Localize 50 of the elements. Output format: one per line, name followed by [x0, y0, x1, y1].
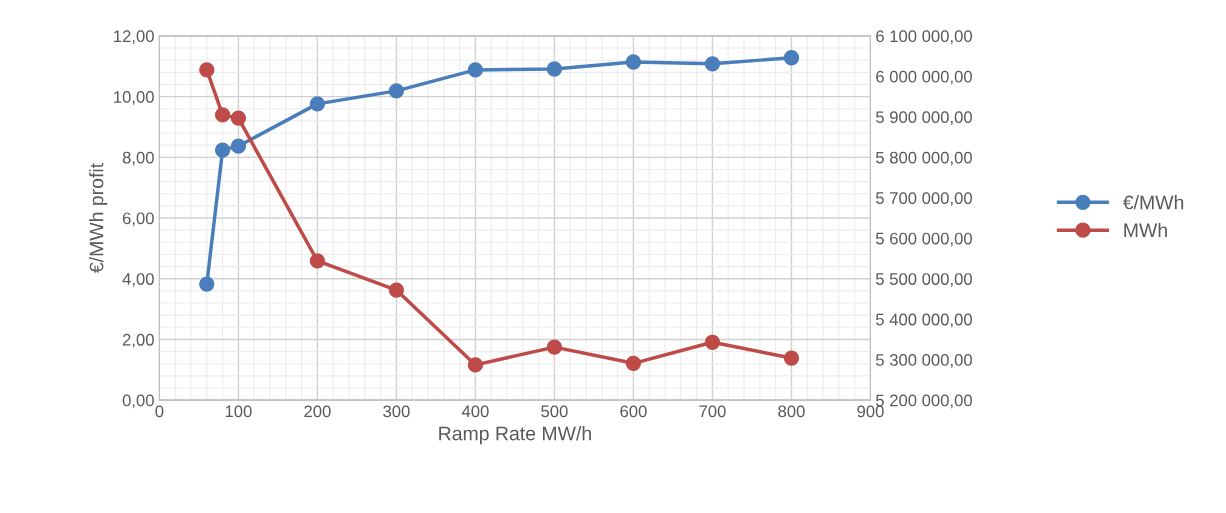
- y-tick-label: 8,00: [122, 151, 154, 166]
- point: [230, 138, 247, 154]
- point: [546, 61, 563, 77]
- y2-tick-label: 5 600 000,00: [875, 232, 972, 247]
- x-tick-label: 600: [620, 405, 647, 418]
- y-axis-title: €/MWh profit: [89, 163, 108, 273]
- y2-tick-label: 6 000 000,00: [876, 70, 972, 85]
- point: [467, 62, 484, 78]
- y-tick-label: 6,00: [122, 212, 154, 227]
- point: [199, 276, 215, 292]
- x-tick-label: 200: [304, 405, 331, 418]
- y-tick-label: 12,00: [114, 30, 154, 45]
- x-tick-label: 0: [155, 405, 164, 418]
- y2-tick-label: 5 300 000,00: [875, 354, 972, 368]
- point: [199, 62, 215, 78]
- legend-label: €/MWh: [1122, 195, 1184, 210]
- y-tick-label: 2,00: [122, 333, 154, 348]
- point: [783, 50, 800, 66]
- y2-tick-label: 6 100 000,00: [876, 30, 972, 45]
- y-tick-label: 4,00: [122, 273, 154, 287]
- point: [309, 96, 326, 112]
- point: [467, 357, 484, 373]
- x-axis-title: Ramp Rate MW/h: [439, 426, 591, 445]
- point: [388, 83, 405, 99]
- x-tick-label: 900: [857, 405, 884, 418]
- x-tick-label: 800: [778, 405, 805, 418]
- point: [388, 282, 405, 298]
- point: [309, 253, 326, 269]
- point: [783, 350, 800, 366]
- point: [704, 334, 721, 350]
- point: [214, 107, 231, 123]
- y2-tick-label: 5 900 000,00: [875, 111, 972, 126]
- x-tick-label: 300: [383, 405, 410, 418]
- x-tick-label: 500: [541, 405, 568, 418]
- x-tick-label: 700: [699, 405, 726, 418]
- point: [230, 110, 247, 126]
- point: [625, 355, 642, 371]
- point: [704, 56, 721, 72]
- x-tick-label: 400: [461, 405, 489, 418]
- legend-label: MWh: [1124, 222, 1167, 237]
- y-tick-label: 0,00: [122, 394, 154, 409]
- x-tick-label: 100: [225, 405, 252, 418]
- point: [546, 339, 563, 355]
- y2-tick-label: 5 700 000,00: [875, 192, 972, 206]
- y2-tick-label: 5 500 000,00: [875, 273, 972, 287]
- point: [214, 142, 231, 158]
- y2-tick-label: 5 400 000,00: [875, 313, 972, 328]
- point: [625, 54, 642, 70]
- y-tick-label: 10,00: [114, 91, 154, 105]
- y2-tick-label: 5 800 000,00: [875, 151, 972, 166]
